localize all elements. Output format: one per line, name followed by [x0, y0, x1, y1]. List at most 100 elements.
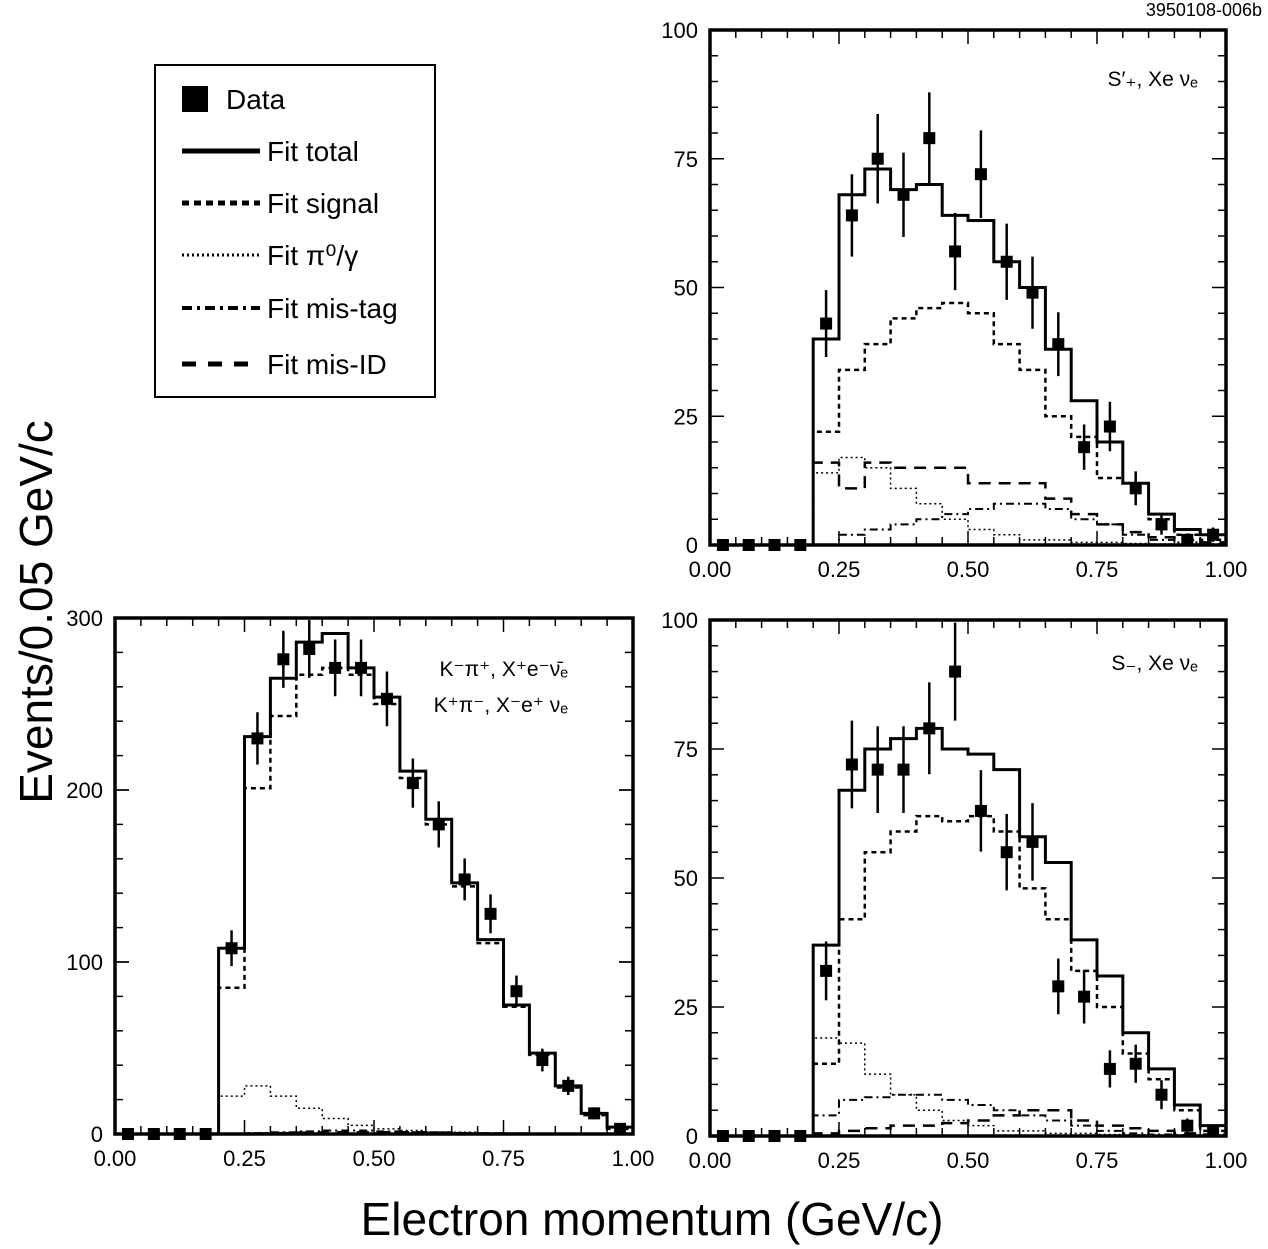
x-tick-label: 0.25: [818, 1148, 861, 1173]
data-point: [820, 964, 833, 977]
y-tick-label: 100: [66, 950, 103, 975]
data-point: [871, 763, 884, 776]
y-tick-label: 100: [661, 608, 698, 633]
data-point: [1078, 441, 1091, 454]
y-tick-label: 0: [91, 1122, 103, 1147]
data-point: [845, 758, 858, 771]
legend: Data Fit total Fit signal Fit π⁰/γ Fit m…: [154, 64, 436, 398]
data-point: [1155, 518, 1168, 531]
x-tick-label: 0.25: [818, 557, 861, 582]
data-point: [845, 209, 858, 222]
y-tick-label: 25: [674, 995, 698, 1020]
legend-label-fit-signal: Fit signal: [267, 188, 379, 219]
data-point: [1052, 980, 1065, 993]
x-tick-label: 0.50: [947, 1148, 990, 1173]
data-point: [1026, 286, 1039, 299]
data-point: [484, 907, 497, 920]
x-tick-label: 0.75: [1076, 1148, 1119, 1173]
data-point: [510, 985, 523, 998]
x-tick-label: 0.00: [94, 1146, 137, 1171]
data-point: [406, 777, 419, 790]
series-fit-signal-line: [811, 814, 1226, 1136]
y-tick-label: 100: [661, 18, 698, 43]
data-point: [1155, 1088, 1168, 1101]
legend-label-fit-total: Fit total: [267, 136, 359, 167]
legend-data-marker: [182, 86, 208, 112]
data-point: [277, 653, 290, 666]
legend-label-fit-misid: Fit mis-ID: [267, 349, 387, 380]
y-tick-label: 75: [674, 737, 698, 762]
data-point: [1103, 1062, 1116, 1075]
y-tick-label: 50: [674, 866, 698, 891]
data-point: [949, 245, 962, 258]
data-point: [225, 942, 238, 955]
y-tick-label: 300: [66, 606, 103, 631]
legend-label-fit-mistag: Fit mis-tag: [267, 293, 398, 324]
y-tick-label: 0: [686, 1124, 698, 1149]
figure-id-label: 3950108-006b: [1146, 0, 1262, 20]
data-point: [923, 132, 936, 145]
panel-bottom-right: 0.00 0.25 0.50 0.75 1.00 0 25 50 75 100 S₋, Xe νₑ: [661, 608, 1247, 1173]
data-point: [1181, 1119, 1194, 1132]
data-point: [1103, 420, 1116, 433]
data-point: [1129, 1057, 1142, 1070]
series-fit-line: [812, 1037, 1226, 1137]
data-point: [251, 732, 264, 745]
data-point: [614, 1122, 627, 1135]
panel-top-right: 0.00 0.25 0.50 0.75 1.00 0 25 50 75 100 S′₊, Xe νₑ: [661, 18, 1247, 582]
legend-box: [154, 64, 436, 398]
panel-annotation: K⁻π⁺, X⁺e⁻ν̄ₑ: [440, 658, 569, 681]
y-axis-title: Events/0.05 GeV/c: [10, 420, 62, 804]
data-point: [536, 1054, 549, 1067]
x-tick-label: 0.75: [1076, 557, 1119, 582]
panel-annotation: S₋, Xe νₑ: [1111, 652, 1198, 675]
x-tick-label: 0.50: [353, 1146, 396, 1171]
series-fit-mis-id-line: [811, 461, 1226, 545]
series-fit-total-line: [217, 631, 633, 1134]
series-fit-signal-line: [217, 666, 633, 1134]
panel-bottom-left: 0.00 0.25 0.50 0.75 1.00 0 100 200 300 K⁻π⁺, X⁺e⁻…: [66, 606, 654, 1171]
data-point: [562, 1079, 575, 1092]
data-point: [897, 188, 910, 201]
series-fit-line: [812, 456, 1226, 546]
x-tick-label: 0.00: [689, 557, 732, 582]
data-point: [355, 661, 368, 674]
x-tick-label: 0.75: [482, 1146, 525, 1171]
series-fit-total-line: [811, 726, 1226, 1136]
series-fit-mis-id-line: [811, 1108, 1226, 1136]
x-tick-label: 0.00: [689, 1148, 732, 1173]
x-tick-label: 0.25: [223, 1146, 266, 1171]
data-point: [1207, 1124, 1220, 1137]
data-point: [1052, 338, 1065, 351]
y-tick-label: 25: [674, 404, 698, 429]
data-point: [974, 804, 987, 817]
data-point: [974, 168, 987, 181]
data-point: [1078, 990, 1091, 1003]
x-tick-label: 1.00: [612, 1146, 655, 1171]
data-point: [303, 642, 316, 655]
panel-annotation: K⁺π⁻, X⁻e⁺ νₑ: [434, 694, 569, 717]
y-tick-label: 75: [674, 147, 698, 172]
y-tick-label: 50: [674, 276, 698, 301]
data-point: [380, 692, 393, 705]
data-point: [897, 763, 910, 776]
series-fit-mis-tag-line: [813, 502, 1226, 546]
data-point: [588, 1107, 601, 1120]
y-tick-label: 200: [66, 778, 103, 803]
data-point: [1026, 835, 1039, 848]
x-tick-label: 1.00: [1205, 557, 1248, 582]
x-tick-label: 0.50: [947, 557, 990, 582]
data-point: [949, 665, 962, 678]
panel-annotation: S′₊, Xe νₑ: [1107, 68, 1198, 91]
plot-frame: [113, 616, 635, 1136]
data-point: [923, 722, 936, 735]
plot-frame: [708, 28, 1228, 547]
data-point: [1207, 528, 1220, 541]
plot-frame: [708, 618, 1228, 1138]
data-point: [871, 152, 884, 165]
data-point: [329, 661, 342, 674]
series-fit-total-line: [811, 167, 1226, 545]
data-point: [1000, 846, 1013, 859]
data-point: [1000, 255, 1013, 268]
